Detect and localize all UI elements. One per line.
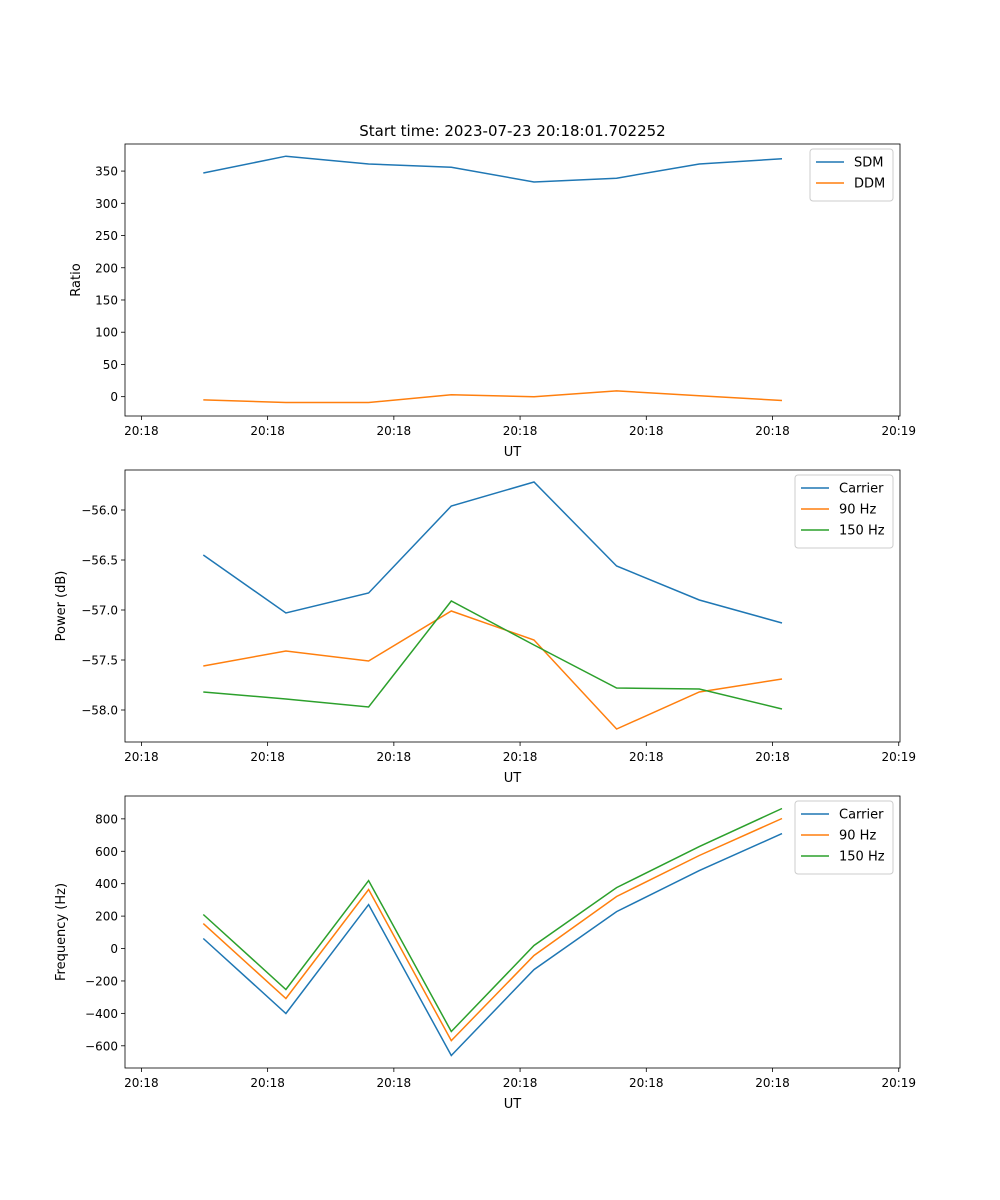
series-line-carrier — [202, 832, 783, 1057]
x-tick-label: 20:19 — [881, 424, 916, 438]
y-axis-label: Power (dB) — [54, 571, 69, 642]
legend-label: Carrier — [839, 808, 884, 823]
legend: Carrier 90 Hz 150 Hz — [794, 800, 894, 875]
subplot-1: Start time: 2023-07-23 20:18:01.702252 20… — [69, 122, 916, 460]
y-tick-label: 150 — [95, 293, 118, 307]
axes-frame — [124, 143, 901, 417]
x-axis-label: UT — [504, 771, 522, 786]
x-tick-label: 20:18 — [629, 424, 664, 438]
x-tick-label: 20:18 — [629, 750, 664, 764]
y-tick-label: 800 — [95, 812, 118, 826]
y-tick-label: 350 — [95, 165, 118, 179]
y-tick-label: 0 — [110, 390, 118, 404]
x-tick-label: 20:18 — [250, 750, 285, 764]
x-tick-label: 20:19 — [881, 750, 916, 764]
series-line-150-hz — [203, 600, 783, 710]
y-tick-label: −57.0 — [81, 604, 118, 618]
y-tick-label: −600 — [85, 1039, 118, 1053]
y-tick-label: 50 — [103, 358, 118, 372]
y-tick-label: 300 — [95, 197, 118, 211]
series-line-sdm — [203, 155, 783, 183]
y-tick-label: −57.5 — [81, 654, 118, 668]
y-tick-label: 200 — [95, 910, 118, 924]
series-line-90-hz — [202, 817, 783, 1042]
series-line-ddm — [203, 390, 783, 404]
series-line-carrier — [202, 481, 783, 624]
y-tick-label: −56.5 — [81, 554, 118, 568]
x-tick-label: 20:18 — [755, 1076, 790, 1090]
legend: Carrier 90 Hz 150 Hz — [794, 474, 894, 549]
legend: SDM DDM — [809, 148, 894, 202]
axes-frame — [124, 795, 901, 1069]
x-axis-label: UT — [504, 445, 522, 460]
y-axis-label: Frequency (Hz) — [54, 883, 69, 981]
x-tick-label: 20:18 — [124, 750, 159, 764]
series-line-150-hz — [202, 807, 783, 1033]
x-tick-label: 20:18 — [755, 424, 790, 438]
x-tick-label: 20:18 — [124, 1076, 159, 1090]
y-axis-label: Ratio — [69, 263, 84, 296]
x-tick-label: 20:18 — [377, 424, 412, 438]
y-tick-label: −400 — [85, 1007, 118, 1021]
y-tick-label: 400 — [95, 877, 118, 891]
legend-label: DDM — [854, 177, 885, 192]
x-tick-label: 20:19 — [881, 1076, 916, 1090]
legend-label: SDM — [854, 156, 883, 171]
y-tick-label: −200 — [85, 974, 118, 988]
y-tick-label: 100 — [95, 326, 118, 340]
axes-frame — [124, 469, 901, 743]
legend-label: 90 Hz — [839, 829, 876, 844]
x-tick-label: 20:18 — [629, 1076, 664, 1090]
subplot-3: 20:18 20:18 20:18 20:18 20:18 20:18 20:19 UT −60… — [54, 795, 916, 1112]
legend-label: 150 Hz — [839, 850, 885, 865]
x-tick-label: 20:18 — [503, 750, 538, 764]
y-tick-label: 600 — [95, 845, 118, 859]
y-tick-label: 200 — [95, 261, 118, 275]
series-line-90-hz — [203, 610, 783, 730]
legend-label: 150 Hz — [839, 524, 885, 539]
legend-label: 90 Hz — [839, 503, 876, 518]
x-tick-label: 20:18 — [377, 1076, 412, 1090]
legend-label: Carrier — [839, 482, 884, 497]
y-tick-label: −56.0 — [81, 504, 118, 518]
subplot-2: 20:18 20:18 20:18 20:18 20:18 20:18 20:19 UT −58… — [54, 469, 916, 786]
y-tick-label: 250 — [95, 229, 118, 243]
y-tick-label: −58.0 — [81, 704, 118, 718]
x-tick-label: 20:18 — [755, 750, 790, 764]
x-tick-label: 20:18 — [503, 424, 538, 438]
x-axis-label: UT — [504, 1097, 522, 1112]
x-tick-label: 20:18 — [503, 1076, 538, 1090]
x-tick-label: 20:18 — [250, 1076, 285, 1090]
x-tick-label: 20:18 — [124, 424, 159, 438]
chart-title: Start time: 2023-07-23 20:18:01.702252 — [359, 122, 665, 140]
y-tick-label: 0 — [110, 942, 118, 956]
x-tick-label: 20:18 — [250, 424, 285, 438]
x-tick-label: 20:18 — [377, 750, 412, 764]
